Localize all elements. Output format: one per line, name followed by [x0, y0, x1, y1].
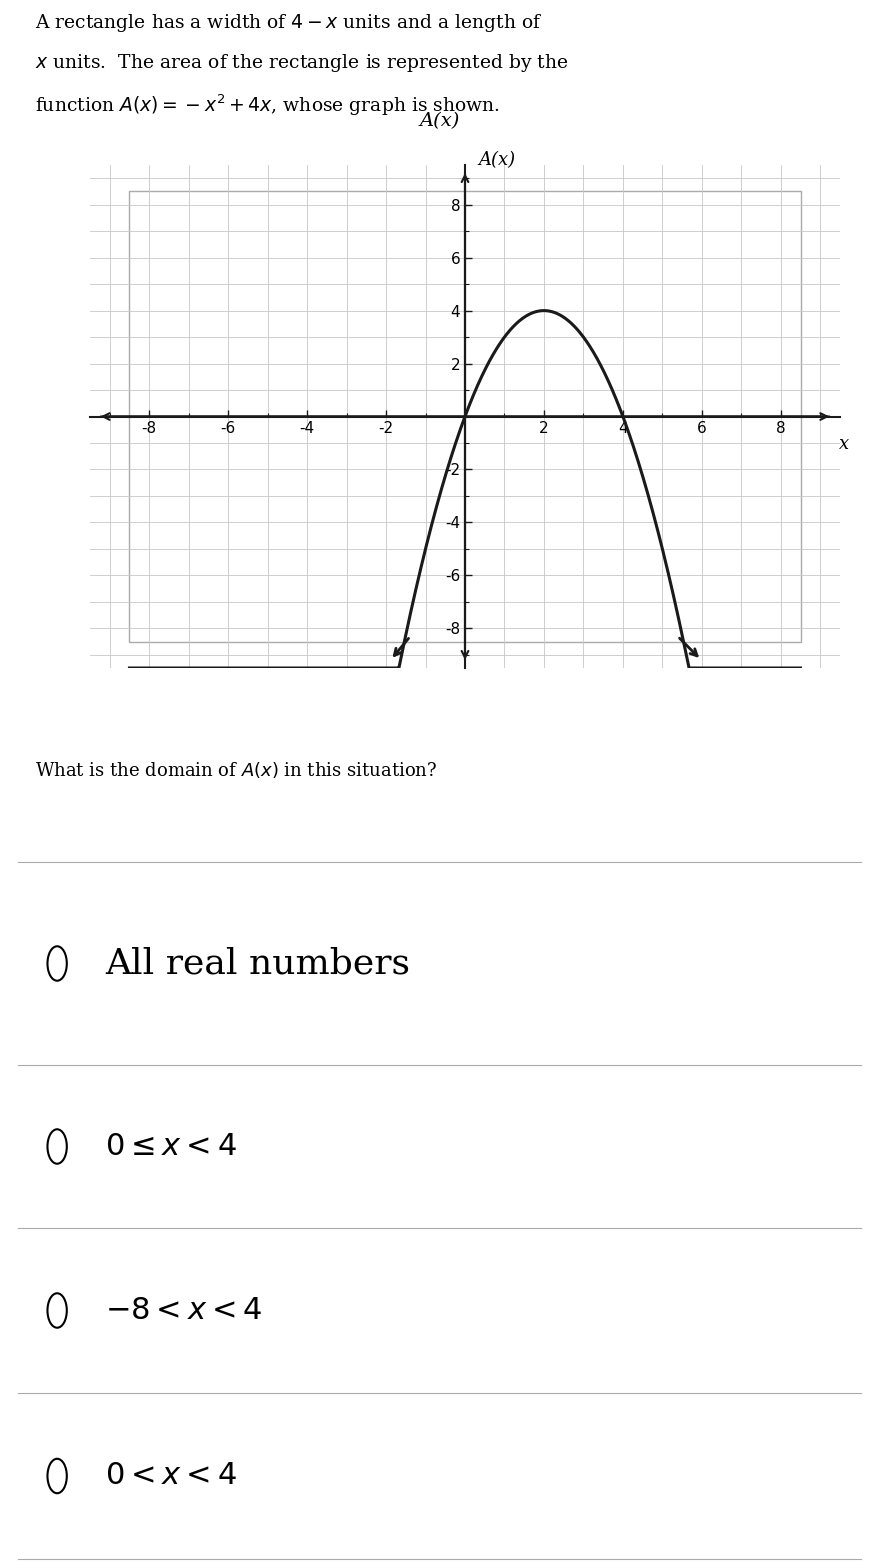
- Bar: [129, 191, 800, 642]
- Text: $-8 < x < 4$: $-8 < x < 4$: [105, 1295, 263, 1326]
- Text: What is the domain of $A(x)$ in this situation?: What is the domain of $A(x)$ in this sit…: [35, 760, 437, 780]
- Text: A(x): A(x): [419, 113, 459, 130]
- Text: All real numbers: All real numbers: [105, 946, 410, 980]
- Text: A(x): A(x): [479, 150, 515, 169]
- Text: $0 < x < 4$: $0 < x < 4$: [105, 1461, 237, 1491]
- Text: x: x: [838, 435, 848, 453]
- Text: $x$ units.  The area of the rectangle is represented by the: $x$ units. The area of the rectangle is …: [35, 52, 568, 74]
- Text: $0 \leq x < 4$: $0 \leq x < 4$: [105, 1131, 237, 1162]
- Text: function $A(x) = -x^2 + 4x$, whose graph is shown.: function $A(x) = -x^2 + 4x$, whose graph…: [35, 92, 500, 117]
- Text: A rectangle has a width of $4 - x$ units and a length of: A rectangle has a width of $4 - x$ units…: [35, 13, 542, 34]
